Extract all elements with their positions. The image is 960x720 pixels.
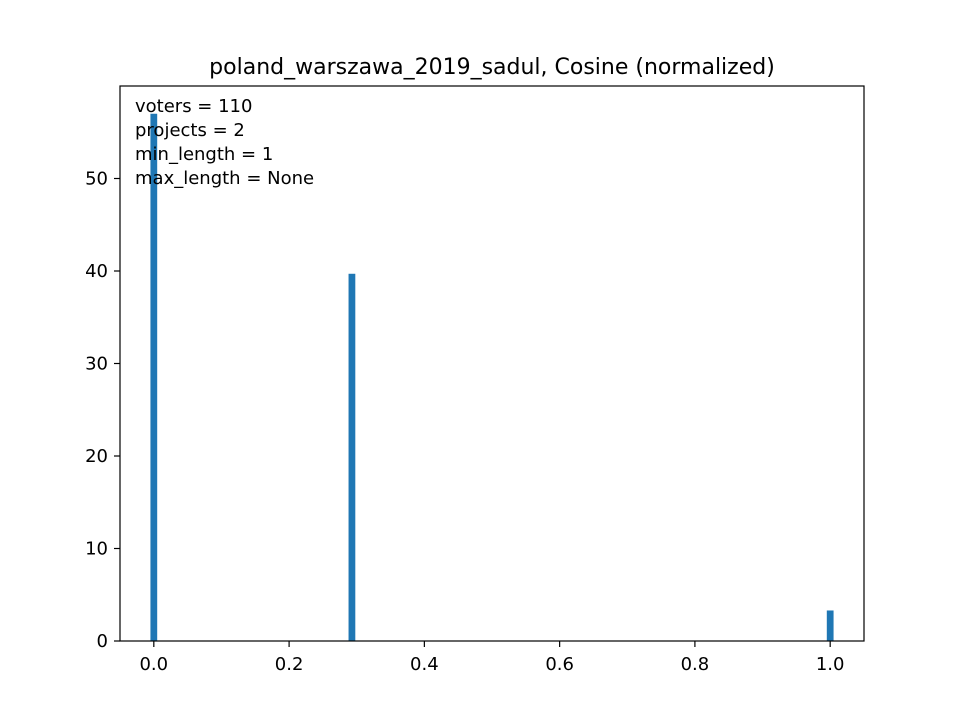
- y-tick-label-3: 30: [85, 354, 108, 375]
- x-tick-label-0: 0.0: [139, 654, 168, 675]
- y-tick-label-5: 50: [85, 169, 108, 190]
- annotation-line-0: voters = 110: [135, 96, 252, 117]
- annotation-line-1: projects = 2: [135, 120, 245, 141]
- y-tick-label-4: 40: [85, 261, 108, 282]
- plot-area: 0.0 0.2 0.4 0.6 0.8 1.0 0 10 20 30 40 50 voters = 11…: [85, 85, 865, 675]
- y-tick-label-1: 10: [85, 539, 108, 560]
- x-tick-label-3: 0.6: [545, 654, 574, 675]
- bar-0: [150, 113, 158, 641]
- chart-title: poland_warszawa_2019_sadul, Cosine (norm…: [209, 55, 775, 80]
- y-tick-label-2: 20: [85, 446, 108, 467]
- annotation-line-2: min_length = 1: [135, 144, 273, 165]
- bar-2: [826, 610, 834, 641]
- y-tick-label-0: 0: [97, 631, 108, 652]
- x-tick-label-5: 1.0: [816, 654, 845, 675]
- annotation-line-3: max_length = None: [135, 168, 314, 189]
- x-tick-label-1: 0.2: [275, 654, 304, 675]
- x-tick-label-4: 0.8: [681, 654, 710, 675]
- x-tick-label-2: 0.4: [410, 654, 439, 675]
- bar-1: [348, 273, 356, 641]
